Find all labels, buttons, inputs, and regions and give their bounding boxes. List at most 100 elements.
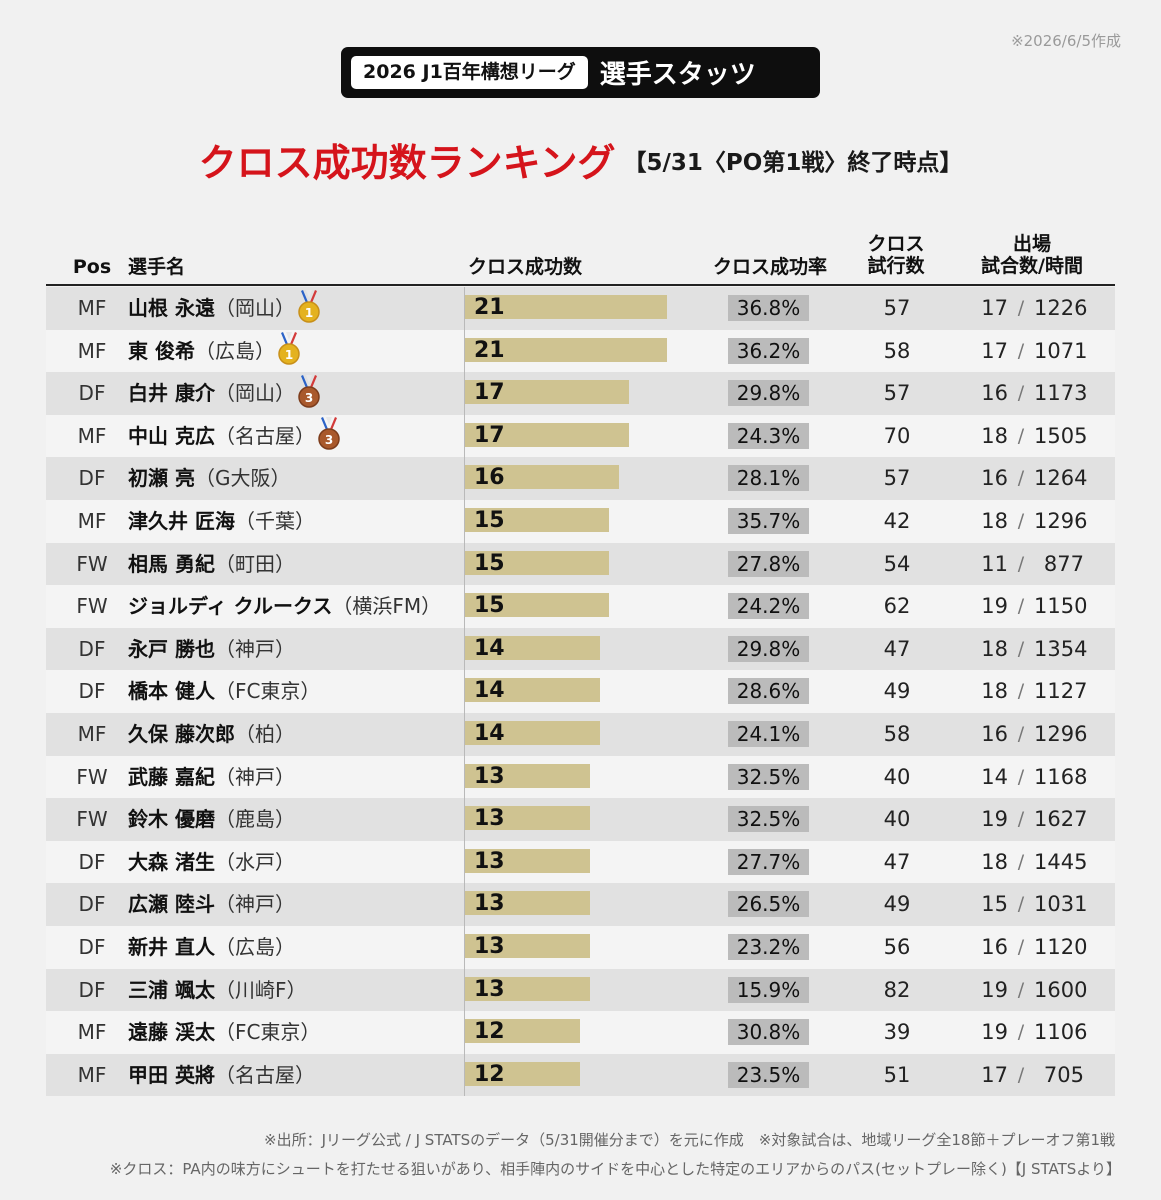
header-badge: 2026 J1百年構想リーグ 選手スタッツ bbox=[341, 47, 820, 98]
player-name-cell: 大森 渚生（水戸） bbox=[128, 841, 295, 884]
success-count-label: 13 bbox=[474, 806, 505, 832]
bar-axis-line bbox=[464, 329, 465, 373]
position-cell: DF bbox=[78, 466, 106, 491]
success-rate-badge: 32.5% bbox=[728, 763, 809, 790]
bar-axis-line bbox=[464, 925, 465, 969]
svg-text:1: 1 bbox=[285, 348, 293, 362]
minutes-cell: 877 bbox=[1043, 551, 1084, 576]
slash-separator: / bbox=[1017, 935, 1025, 958]
svg-text:3: 3 bbox=[305, 391, 313, 405]
games-cell: 17 bbox=[981, 338, 1008, 363]
player-name: 相馬 勇紀 bbox=[128, 551, 215, 576]
success-count-label: 21 bbox=[474, 337, 505, 363]
attempts-cell: 70 bbox=[883, 423, 911, 448]
table-row: MF 中山 克広（名古屋） 3 17 24.3% 70 18 / 1505 bbox=[46, 414, 1115, 458]
success-rate-badge: 23.2% bbox=[728, 933, 809, 960]
minutes-cell: 1296 bbox=[1034, 721, 1088, 746]
table-row: DF 永戸 勝也（神戸） 14 29.8% 47 18 / 1354 bbox=[46, 627, 1115, 671]
player-name-cell: 相馬 勇紀（町田） bbox=[128, 543, 295, 586]
success-rate-badge: 24.3% bbox=[728, 422, 809, 449]
gold-medal-icon: 1 bbox=[278, 332, 300, 365]
player-name-cell: 武藤 嘉紀（神戸） bbox=[128, 756, 295, 799]
club-name: （神戸） bbox=[214, 636, 295, 661]
success-count-label: 15 bbox=[474, 550, 505, 576]
success-bar bbox=[465, 720, 600, 745]
minutes-cell: 1150 bbox=[1034, 594, 1088, 619]
player-name: 山根 永遠 bbox=[128, 296, 215, 320]
slash-separator: / bbox=[1017, 424, 1025, 447]
slash-separator: / bbox=[1017, 509, 1025, 532]
player-name-cell: 山根 永遠（岡山） 1 bbox=[128, 287, 321, 330]
bar-axis-line bbox=[464, 1053, 465, 1097]
games-cell: 15 bbox=[981, 892, 1008, 917]
player-name-cell: 三浦 颯太（川崎F） bbox=[128, 969, 306, 1012]
slash-separator: / bbox=[1017, 552, 1025, 575]
bar-axis-line bbox=[464, 457, 465, 500]
player-name-cell: 初瀬 亮（G大阪） bbox=[128, 457, 290, 500]
bronze-medal-icon: 3 bbox=[318, 417, 340, 451]
club-name: （神戸） bbox=[214, 764, 295, 789]
player-name: 遠藤 渓太 bbox=[128, 1020, 215, 1045]
success-bar bbox=[465, 848, 591, 873]
attempts-cell: 57 bbox=[883, 381, 911, 406]
bar-axis-line bbox=[464, 1011, 465, 1054]
success-rate-badge: 29.8% bbox=[728, 635, 809, 662]
attempts-cell: 58 bbox=[883, 721, 911, 746]
col-header-attempts: クロス 試行数 bbox=[856, 233, 936, 277]
club-name: （町田） bbox=[214, 551, 295, 576]
success-bar bbox=[465, 1019, 581, 1044]
success-bar bbox=[465, 593, 610, 618]
position-cell: MF bbox=[77, 296, 107, 320]
minutes-cell: 1264 bbox=[1034, 466, 1088, 491]
position-cell: DF bbox=[78, 381, 106, 406]
games-cell: 16 bbox=[981, 381, 1008, 406]
minutes-cell: 1071 bbox=[1034, 338, 1088, 363]
slash-separator: / bbox=[1017, 850, 1025, 873]
attempts-cell: 47 bbox=[883, 849, 911, 874]
bar-axis-line bbox=[464, 798, 465, 841]
success-bar bbox=[465, 806, 591, 831]
definition-footnote: ※クロス：PA内の味方にシュートを打たせる狙いがあり、相手陣内のサイドを中心とし… bbox=[109, 1160, 1121, 1178]
table-row: MF 遠藤 渓太（FC東京） 12 30.8% 39 19 / 1106 bbox=[46, 1011, 1115, 1054]
player-name: 中山 克広 bbox=[128, 423, 215, 448]
player-name: 白井 康介 bbox=[128, 381, 215, 406]
player-name-cell: 新井 直人（広島） bbox=[128, 926, 295, 969]
slash-separator: / bbox=[1017, 722, 1025, 745]
games-cell: 18 bbox=[981, 679, 1008, 704]
slash-separator: / bbox=[1017, 339, 1025, 362]
success-rate-badge: 28.6% bbox=[728, 678, 809, 705]
success-bar bbox=[465, 1061, 581, 1086]
stats-label: 選手スタッツ bbox=[599, 60, 756, 90]
table-row: MF 津久井 匠海（千葉） 15 35.7% 42 18 / 1296 bbox=[46, 499, 1115, 543]
success-rate-badge: 28.1% bbox=[728, 465, 809, 492]
games-cell: 17 bbox=[981, 296, 1008, 320]
position-cell: DF bbox=[78, 679, 106, 704]
attempts-cell: 62 bbox=[883, 594, 911, 619]
player-name-cell: 遠藤 渓太（FC東京） bbox=[128, 1011, 320, 1054]
minutes-cell: 1120 bbox=[1034, 934, 1088, 959]
table-row: DF 広瀬 陸斗（神戸） 13 26.5% 49 15 / 1031 bbox=[46, 883, 1115, 926]
player-name: 久保 藤次郎 bbox=[128, 721, 235, 746]
slash-separator: / bbox=[1017, 382, 1025, 405]
slash-separator: / bbox=[1017, 297, 1025, 319]
club-name: （千葉） bbox=[234, 508, 315, 533]
success-bar bbox=[465, 550, 610, 575]
games-cell: 19 bbox=[981, 594, 1008, 619]
success-rate-badge: 29.8% bbox=[728, 380, 809, 407]
success-bar bbox=[465, 976, 591, 1001]
success-rate-badge: 36.8% bbox=[728, 295, 809, 321]
created-date-note: ※2026/6/5作成 bbox=[1011, 32, 1121, 50]
player-name-cell: 永戸 勝也（神戸） bbox=[128, 628, 295, 671]
club-name: （FC東京） bbox=[214, 1020, 321, 1045]
player-name-cell: 広瀬 陸斗（神戸） bbox=[128, 883, 295, 926]
position-cell: DF bbox=[78, 636, 106, 661]
position-cell: FW bbox=[76, 551, 108, 576]
success-rate-badge: 23.5% bbox=[728, 1061, 809, 1088]
gold-medal-icon: 1 bbox=[298, 289, 320, 323]
games-cell: 14 bbox=[981, 764, 1008, 789]
success-bar bbox=[465, 507, 610, 532]
slash-separator: / bbox=[1017, 637, 1025, 660]
bar-axis-line bbox=[464, 670, 465, 713]
player-name-cell: 久保 藤次郎（柏） bbox=[128, 713, 295, 756]
col-header-apps: 出場 試合数/時間 bbox=[962, 233, 1102, 277]
